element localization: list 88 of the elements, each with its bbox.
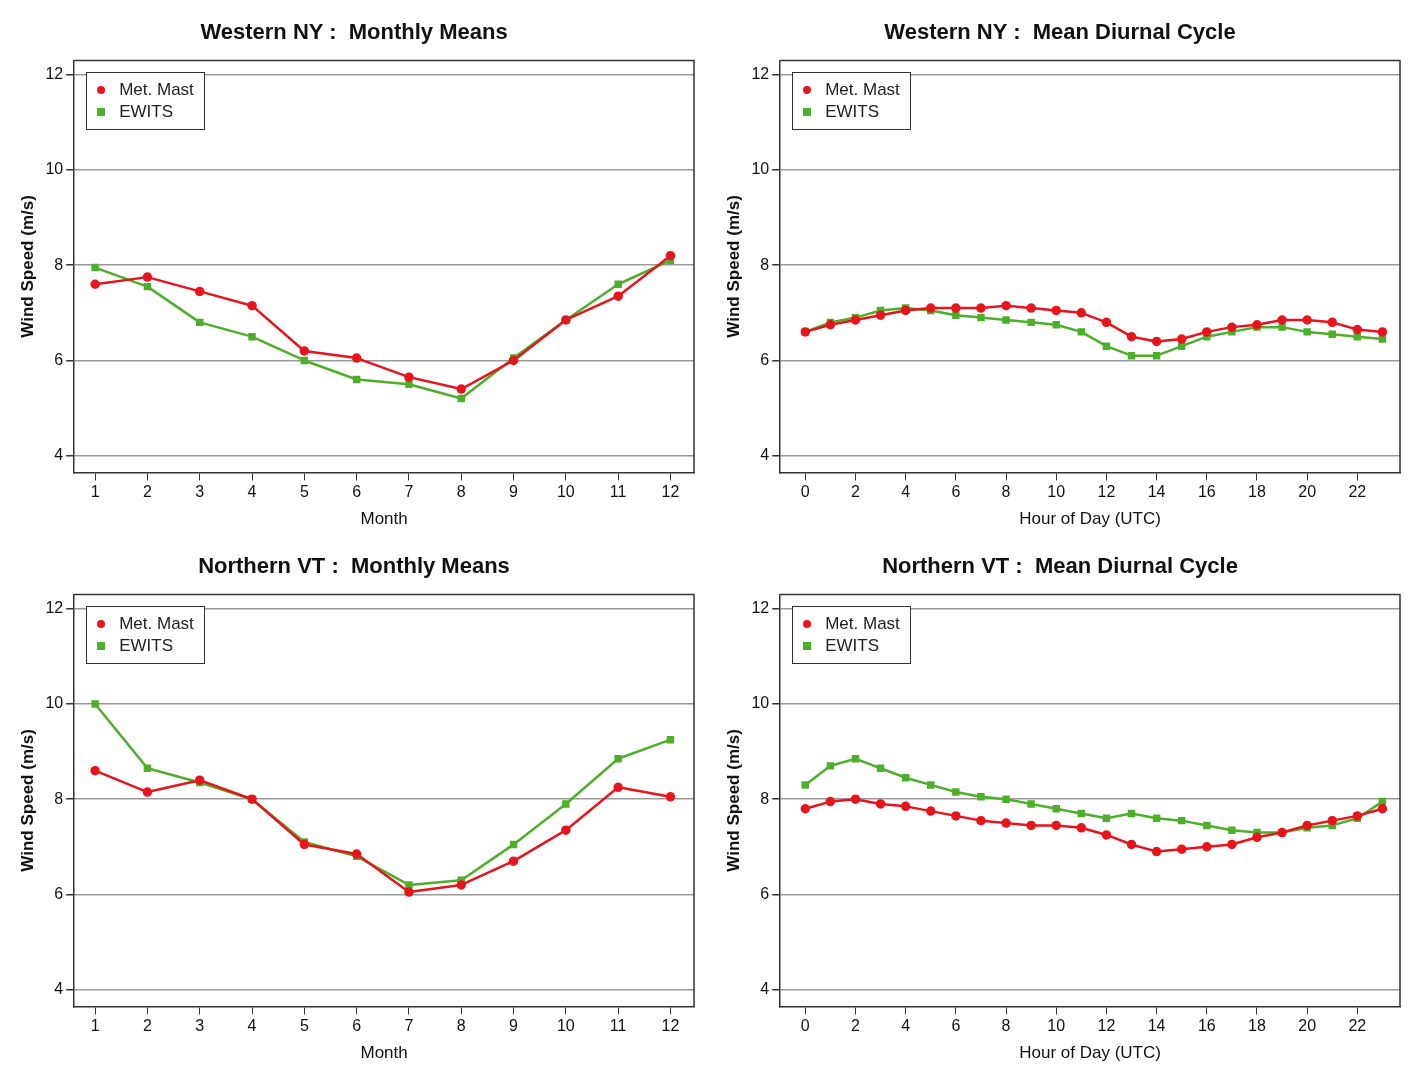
x-tick-label: 10 (1047, 1017, 1066, 1035)
x-tick-label: 3 (195, 483, 205, 501)
x-axis-title: Hour of Day (UTC) (1019, 509, 1161, 529)
y-tick-label: 12 (751, 65, 770, 83)
x-tick-label: 4 (901, 483, 911, 501)
x-tick-label: 12 (1097, 483, 1116, 501)
y-axis-title: Wind Speed (m/s) (17, 195, 37, 338)
y-tick-label: 4 (54, 980, 64, 998)
x-axis-title: Hour of Day (UTC) (1019, 1043, 1161, 1063)
chart-title: Western NY : Monthly Means (200, 19, 508, 45)
x-tick-label: 8 (1001, 1017, 1011, 1035)
x-tick-label: 22 (1348, 1017, 1367, 1035)
x-tick-label: 0 (800, 483, 810, 501)
x-tick-label: 3 (195, 1017, 205, 1035)
x-tick-label: 18 (1248, 483, 1266, 501)
y-tick-label: 12 (45, 65, 64, 83)
chart-title: Western NY : Mean Diurnal Cycle (884, 19, 1236, 45)
y-tick-label: 4 (54, 446, 64, 464)
x-tick-label: 10 (1047, 483, 1066, 501)
legend-label: Met. Mast (825, 613, 900, 636)
x-axis-title: Month (360, 1043, 408, 1063)
legend-label: Met. Mast (825, 79, 900, 102)
x-tick-label: 2 (142, 483, 152, 501)
x-tick-label: 6 (352, 483, 362, 501)
y-axis-title: Wind Speed (m/s) (17, 729, 37, 872)
y-tick-label: 6 (54, 350, 64, 368)
x-tick-label: 4 (901, 1017, 911, 1035)
legend-label: EWITS (119, 635, 174, 658)
x-tick-label: 8 (456, 1017, 466, 1035)
x-tick-label: 18 (1248, 1017, 1266, 1035)
x-tick-label: 2 (851, 483, 861, 501)
y-tick-label: 10 (45, 694, 64, 712)
x-tick-label: 22 (1348, 483, 1367, 501)
y-tick-label: 10 (751, 160, 770, 178)
y-tick-label: 4 (760, 446, 770, 464)
x-axis-title: Month (360, 509, 408, 529)
legend-label: EWITS (825, 101, 880, 124)
y-tick-label: 6 (760, 884, 770, 902)
x-tick-label: 16 (1197, 1017, 1216, 1035)
legend-label: EWITS (825, 635, 880, 658)
x-tick-label: 7 (404, 483, 414, 501)
x-tick-label: 12 (661, 483, 680, 501)
x-tick-label: 2 (851, 1017, 861, 1035)
x-tick-label: 16 (1197, 483, 1216, 501)
y-axis-title: Wind Speed (m/s) (723, 195, 743, 338)
x-tick-label: 8 (456, 483, 466, 501)
y-tick-label: 8 (760, 255, 770, 273)
y-tick-label: 12 (751, 599, 770, 617)
y-tick-label: 4 (760, 980, 770, 998)
x-tick-label: 20 (1298, 483, 1317, 501)
x-tick-label: 0 (800, 1017, 810, 1035)
x-tick-label: 1 (90, 483, 100, 501)
x-tick-label: 4 (247, 483, 257, 501)
x-tick-label: 6 (352, 1017, 362, 1035)
y-tick-label: 8 (54, 789, 64, 807)
y-tick-label: 8 (54, 255, 64, 273)
x-tick-label: 5 (299, 1017, 309, 1035)
x-tick-label: 11 (609, 483, 627, 501)
x-tick-label: 7 (404, 1017, 414, 1035)
x-tick-label: 14 (1147, 1017, 1166, 1035)
legend-label: Met. Mast (119, 79, 194, 102)
y-tick-label: 6 (760, 350, 770, 368)
y-tick-label: 6 (54, 884, 64, 902)
y-tick-label: 8 (760, 789, 770, 807)
x-tick-label: 11 (609, 1017, 627, 1035)
x-tick-label: 4 (247, 1017, 257, 1035)
x-tick-label: 14 (1147, 483, 1166, 501)
x-tick-label: 9 (509, 1017, 519, 1035)
x-tick-label: 20 (1298, 1017, 1317, 1035)
x-tick-label: 1 (90, 1017, 100, 1035)
chart-title: Northern VT : Mean Diurnal Cycle (882, 553, 1238, 579)
x-tick-label: 5 (299, 483, 309, 501)
legend-label: EWITS (119, 101, 174, 124)
x-tick-label: 2 (142, 1017, 152, 1035)
x-tick-label: 10 (556, 1017, 575, 1035)
x-tick-label: 6 (951, 1017, 961, 1035)
x-tick-label: 6 (951, 483, 961, 501)
x-tick-label: 12 (661, 1017, 680, 1035)
y-tick-label: 10 (45, 160, 64, 178)
legend-label: Met. Mast (119, 613, 194, 636)
x-tick-label: 8 (1001, 483, 1011, 501)
x-tick-label: 12 (1097, 1017, 1116, 1035)
x-tick-label: 9 (509, 483, 519, 501)
y-axis-title: Wind Speed (m/s) (723, 729, 743, 872)
x-tick-label: 10 (556, 483, 575, 501)
y-tick-label: 12 (45, 599, 64, 617)
y-tick-label: 10 (751, 694, 770, 712)
chart-title: Northern VT : Monthly Means (198, 553, 510, 579)
